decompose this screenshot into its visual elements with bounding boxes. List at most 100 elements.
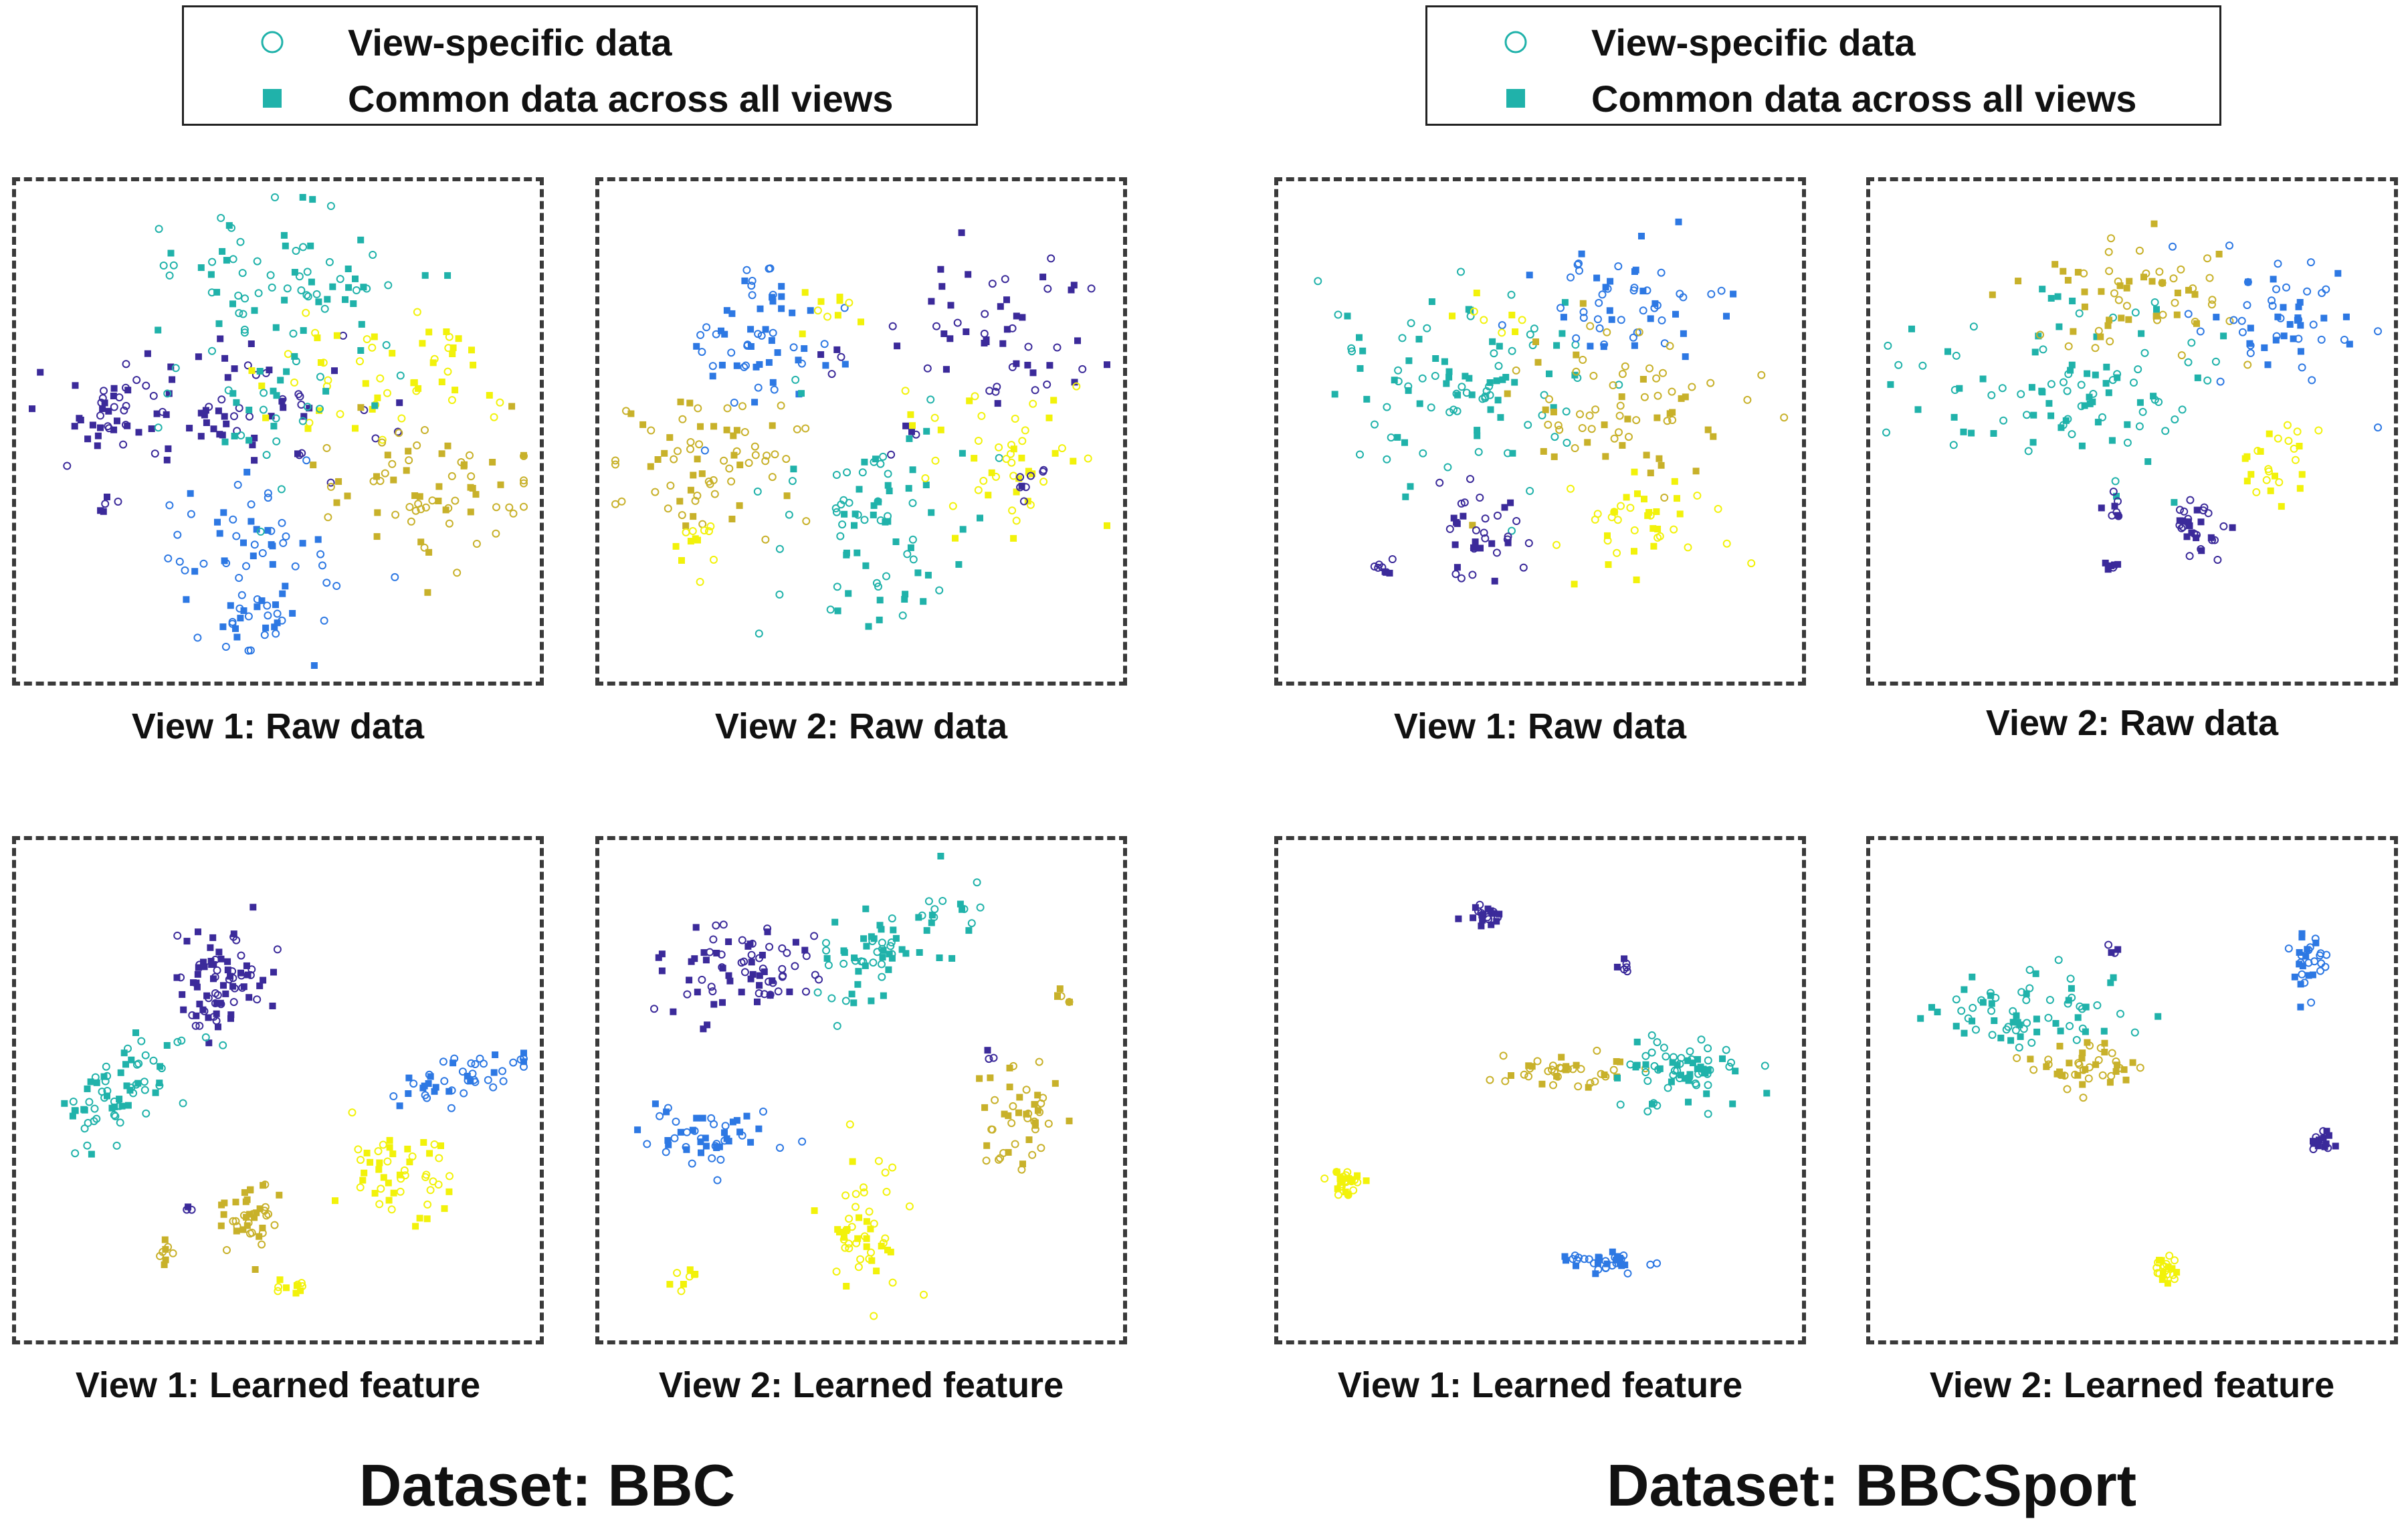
legend-entry-common: Common data across all views bbox=[184, 72, 976, 125]
point-view-specific bbox=[783, 948, 791, 957]
point-common bbox=[467, 1078, 474, 1085]
point-common bbox=[426, 1150, 433, 1157]
point-view-specific bbox=[2063, 1085, 2072, 1094]
point-common bbox=[2069, 298, 2076, 304]
point-view-specific bbox=[2079, 1094, 2088, 1102]
point-common bbox=[1512, 328, 1519, 335]
point-common bbox=[862, 905, 870, 912]
point-common bbox=[254, 603, 261, 611]
point-view-specific bbox=[1493, 511, 1502, 520]
point-view-specific bbox=[765, 942, 774, 951]
scatter-plot bbox=[1917, 930, 2339, 1287]
point-common bbox=[1066, 999, 1073, 1006]
point-view-specific bbox=[678, 415, 687, 423]
point-view-specific bbox=[1668, 416, 1677, 424]
point-common bbox=[185, 1203, 192, 1211]
point-view-specific bbox=[91, 1073, 100, 1082]
point-common bbox=[1534, 359, 1542, 366]
point-view-specific bbox=[1610, 508, 1619, 516]
point-common bbox=[2051, 261, 2059, 268]
point-view-specific bbox=[223, 1246, 231, 1254]
point-view-specific bbox=[833, 583, 841, 591]
point-common bbox=[2296, 443, 2303, 449]
point-view-specific bbox=[187, 1205, 196, 1214]
point-common bbox=[699, 1114, 706, 1122]
point-view-specific bbox=[159, 1247, 167, 1256]
point-view-specific bbox=[229, 1217, 237, 1225]
point-common bbox=[249, 441, 256, 449]
point-view-specific bbox=[2308, 376, 2316, 385]
point-view-specific bbox=[102, 1062, 110, 1071]
point-common bbox=[2272, 336, 2280, 344]
point-common bbox=[2084, 1039, 2091, 1046]
point-view-specific bbox=[222, 559, 231, 567]
point-common bbox=[207, 944, 214, 951]
cluster-olive bbox=[217, 1181, 283, 1273]
point-common bbox=[1493, 377, 1500, 385]
point-view-specific bbox=[611, 500, 619, 508]
point-view-specific bbox=[2108, 1049, 2116, 1057]
point-common bbox=[2086, 400, 2094, 407]
point-view-specific bbox=[705, 527, 713, 536]
point-view-specific bbox=[696, 330, 705, 339]
point-view-specific bbox=[931, 456, 940, 465]
point-common bbox=[811, 1207, 818, 1214]
point-view-specific bbox=[1630, 526, 1639, 534]
point-common bbox=[291, 352, 298, 360]
point-view-specific bbox=[298, 417, 307, 425]
point-common bbox=[264, 526, 272, 534]
point-common bbox=[817, 351, 825, 359]
point-view-specific bbox=[421, 426, 429, 434]
point-view-specific bbox=[1545, 395, 1553, 403]
point-common bbox=[856, 486, 863, 493]
point-common bbox=[1054, 993, 1061, 1000]
point-view-specific bbox=[763, 924, 772, 933]
point-view-specific bbox=[2177, 351, 2186, 360]
point-common bbox=[2296, 485, 2304, 492]
point-common bbox=[1339, 1175, 1346, 1183]
point-common bbox=[664, 1137, 672, 1144]
point-common bbox=[299, 540, 306, 547]
point-view-specific bbox=[974, 486, 983, 494]
point-common bbox=[1507, 499, 1514, 506]
point-common bbox=[412, 1223, 419, 1230]
point-view-specific bbox=[876, 516, 885, 524]
point-common bbox=[928, 298, 935, 305]
point-common bbox=[1405, 387, 1412, 394]
point-view-specific bbox=[802, 517, 811, 526]
point-common bbox=[2065, 997, 2072, 1004]
point-common bbox=[1449, 312, 1456, 320]
point-view-specific bbox=[1445, 524, 1454, 533]
point-view-specific bbox=[294, 1280, 302, 1289]
point-common bbox=[736, 462, 744, 469]
point-view-specific bbox=[1078, 365, 1087, 373]
point-common bbox=[262, 624, 270, 631]
point-view-specific bbox=[2114, 296, 2123, 304]
point-common bbox=[2342, 313, 2350, 320]
point-view-specific bbox=[754, 330, 763, 338]
point-common bbox=[1488, 540, 1496, 547]
point-view-specific bbox=[253, 595, 262, 603]
point-common bbox=[2297, 348, 2304, 355]
point-common bbox=[1969, 973, 1976, 981]
point-view-specific bbox=[2238, 328, 2247, 336]
point-common bbox=[280, 231, 288, 239]
point-common bbox=[870, 511, 877, 518]
point-common bbox=[1550, 453, 1558, 460]
point-common bbox=[1608, 316, 1615, 323]
point-common bbox=[1363, 395, 1371, 403]
point-view-specific bbox=[813, 988, 822, 997]
point-common bbox=[718, 327, 724, 334]
point-common bbox=[203, 419, 210, 426]
point-view-specific bbox=[1659, 369, 1667, 377]
point-common bbox=[823, 954, 831, 962]
point-common bbox=[843, 551, 850, 558]
point-view-specific bbox=[876, 460, 885, 468]
point-view-specific bbox=[674, 447, 682, 455]
panel-caption: View 1: Raw data bbox=[1393, 706, 1687, 746]
point-view-specific bbox=[2319, 1127, 2328, 1136]
panel-caption: View 2: Raw data bbox=[714, 706, 1008, 746]
point-view-specific bbox=[155, 225, 163, 233]
point-common bbox=[424, 589, 431, 596]
point-view-specific bbox=[841, 997, 850, 1005]
